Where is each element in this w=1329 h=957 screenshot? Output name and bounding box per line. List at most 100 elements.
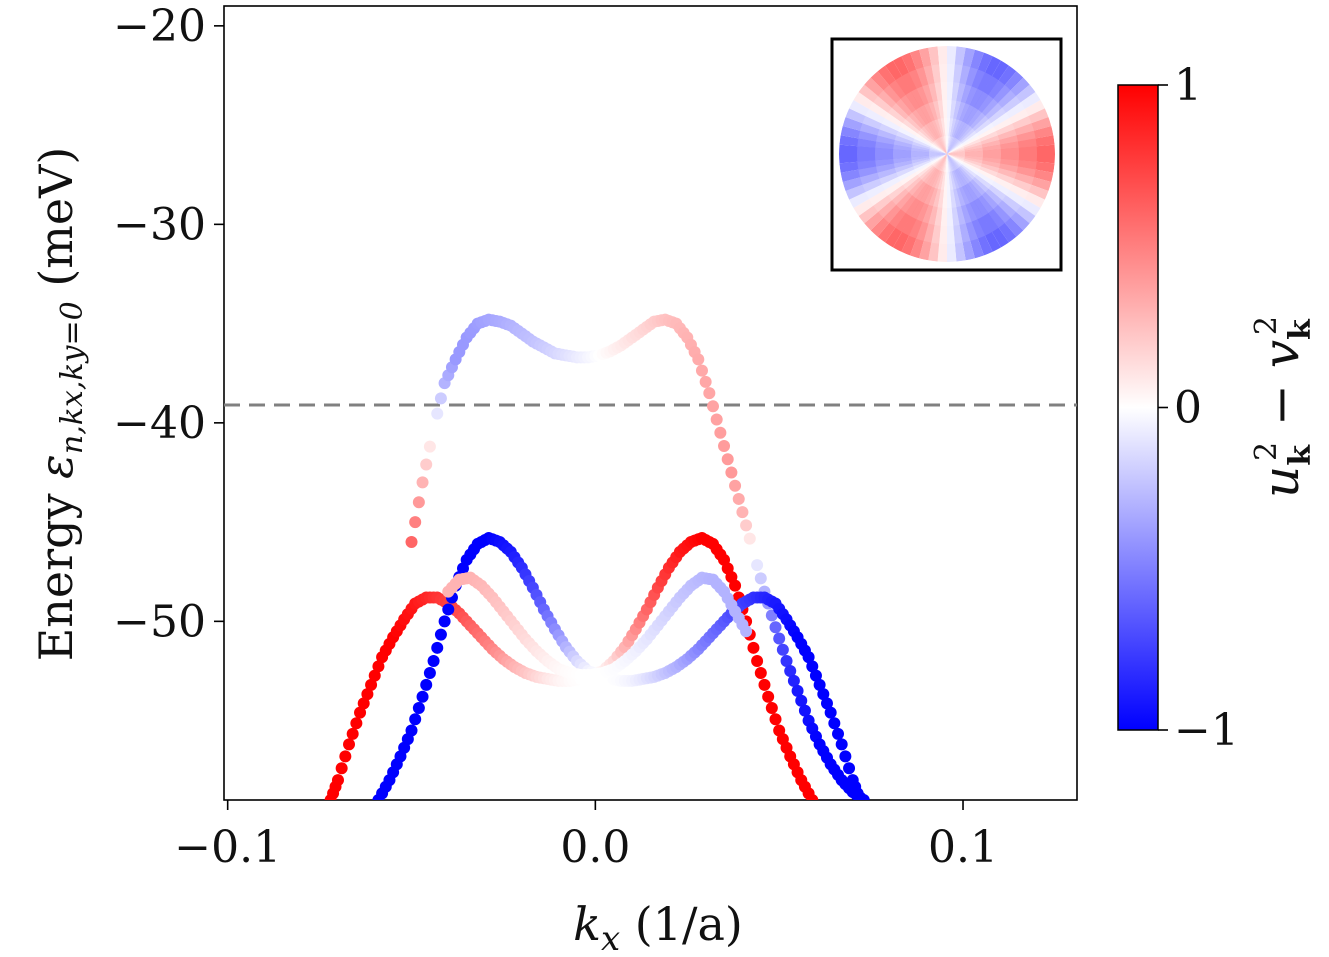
inset-cell [947,154,965,156]
inset-cell [947,154,965,158]
data-point-2-42-0 [835,738,848,751]
inset-cell [947,149,965,154]
inset-cell [945,154,947,172]
data-point-0-28-0 [714,426,727,439]
cbar-label-v: v [1252,340,1310,368]
inset-cell [929,154,947,158]
inset-cell [936,138,947,154]
inset-cell [943,154,947,172]
data-point-1-1-0 [331,774,344,787]
inset-cell [947,147,965,154]
inset-cell [947,154,952,172]
data-point-0-33-1 [773,632,786,645]
inset-cell [931,154,947,165]
data-point-0-35-0 [791,684,804,697]
inset-cell [929,152,947,154]
cbar-label-k1: k [1283,444,1318,466]
x-tick-label: 0.0 [560,822,630,873]
y-axis-symbol: ε [29,454,83,479]
data-point-2-3-2 [412,702,425,715]
data-point-0-33-2 [776,643,789,656]
inset-cell [947,154,960,168]
inset-cell [940,136,947,154]
data-point-1-39-2 [758,678,771,691]
data-point-2-6-1 [442,603,455,616]
x-axis-title: kx (1/a) [573,897,743,957]
inset-cell [930,146,947,154]
inset-heatmap [830,37,1063,272]
inset-cell [947,136,954,154]
inset-cell [935,139,947,154]
data-point-2-40-0 [813,678,826,691]
inset-cell [947,142,962,154]
data-point-1-37-0 [729,579,742,592]
data-point-0-34-0 [780,655,793,668]
cbar-label-k2: k [1283,318,1318,340]
x-axis-unit: (1/a) [620,897,743,951]
data-point-2-6-0 [438,615,451,628]
y-tick-label: −40 [113,398,206,449]
data-point-2-3-1 [409,713,422,726]
data-point-1-1-1 [335,762,348,775]
inset-cell [947,154,965,161]
inset-cell [947,141,961,154]
y-tick-label: −20 [113,1,206,52]
inset-cell [936,154,947,170]
data-point-0-30-2 [743,532,756,545]
data-point-0-1-1 [420,458,433,471]
inset-cell [947,154,961,167]
inset-cell [947,136,949,154]
data-points [324,313,870,800]
data-point-1-4-2 [372,660,385,673]
data-point-0-1-2 [423,440,436,453]
colorbar-tick-label: −1 [1174,705,1239,756]
inset-cell [947,154,956,171]
data-point-1-2-0 [343,738,356,751]
y-axis-title: Energy εn,kx,ky=0 (meV) [29,147,90,662]
data-point-0-27-1 [707,400,720,413]
inset-cell [931,143,947,154]
cbar-label-sq1: 2 [1249,442,1284,461]
inset-cell [942,154,947,172]
inset-cell [945,136,947,154]
inset-cell [947,150,965,154]
data-point-0-30-1 [740,519,753,532]
data-point-0-35-1 [795,694,808,707]
data-point-0-27-2 [710,413,723,426]
data-point-2-40-2 [820,697,833,710]
data-point-2-41-2 [832,727,845,740]
inset-cell [929,154,947,159]
data-point-0-27-0 [703,387,716,400]
x-axis-sub: x [601,919,620,957]
inset-cell [929,147,947,154]
inset-cell [933,154,947,167]
inset-cell [947,140,960,154]
data-point-2-5-1 [431,641,444,654]
data-point-2-4-2 [423,666,436,679]
inset-cell [943,136,947,154]
data-point-0-29-2 [732,492,745,505]
data-point-0-30-0 [736,506,749,519]
data-point-2-40-1 [817,688,830,701]
inset-cell [947,154,965,159]
inset-cell [942,136,947,154]
data-point-2-3-0 [405,724,418,737]
data-point-2-39-1 [806,660,819,673]
inset-cell [935,154,947,169]
data-point-2-41-1 [828,717,841,730]
data-point-0-29-1 [729,479,742,492]
colorbar-tick-label: 1 [1174,60,1202,111]
data-point-2-41-0 [824,706,837,719]
data-point-0-31-1 [751,559,764,572]
data-point-0-1-0 [416,476,429,489]
inset-cell [947,136,952,154]
inset-cell [947,138,958,154]
data-point-1-40-1 [765,702,778,715]
colorbar-label: uk2 − vk2 [1249,316,1318,498]
data-point-2-42-2 [843,762,856,775]
data-point-1-1-2 [339,750,352,763]
inset-cell [947,154,949,172]
data-point-0-26-2 [699,375,712,388]
data-point-2-4-0 [416,690,429,703]
